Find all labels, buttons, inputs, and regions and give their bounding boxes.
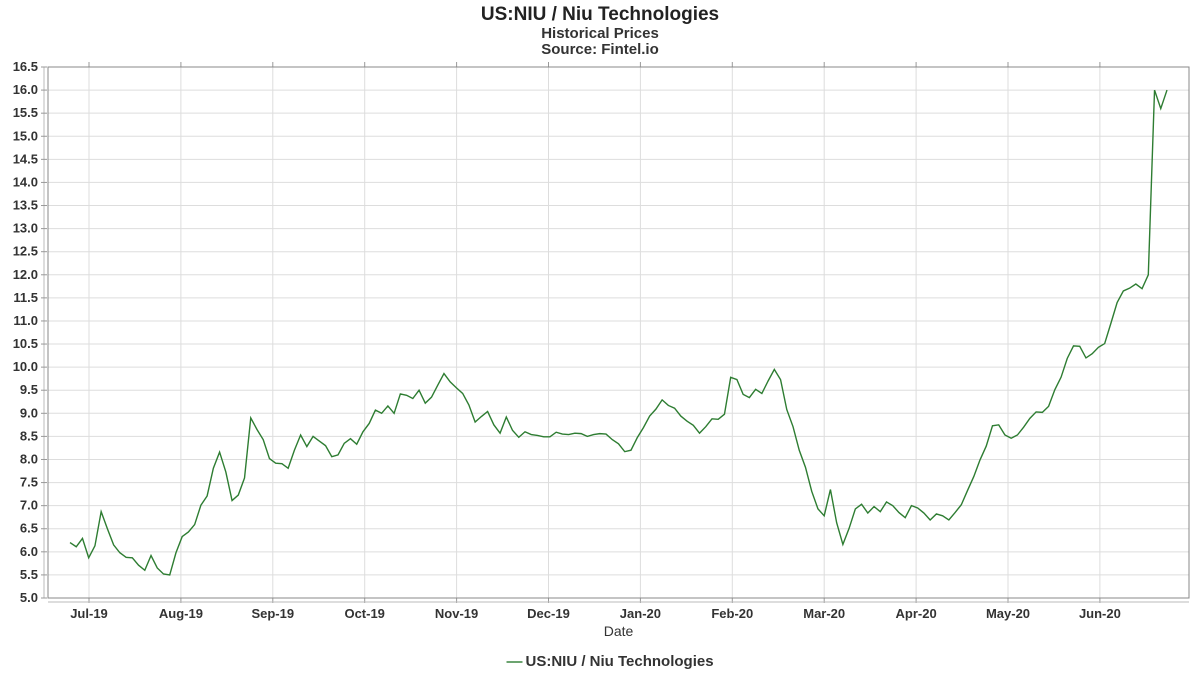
svg-text:11.0: 11.0: [13, 313, 38, 328]
svg-text:Feb-20: Feb-20: [711, 606, 753, 621]
svg-text:14.0: 14.0: [13, 174, 38, 189]
svg-text:16.5: 16.5: [13, 59, 38, 74]
svg-text:Aug-19: Aug-19: [159, 606, 203, 621]
svg-text:9.5: 9.5: [20, 382, 38, 397]
svg-text:10.0: 10.0: [13, 359, 38, 374]
svg-text:14.5: 14.5: [13, 151, 38, 166]
svg-text:Oct-19: Oct-19: [344, 606, 384, 621]
svg-text:Dec-19: Dec-19: [527, 606, 570, 621]
svg-text:7.0: 7.0: [20, 498, 38, 513]
svg-text:5.5: 5.5: [20, 567, 38, 582]
svg-text:8.0: 8.0: [20, 451, 38, 466]
svg-text:10.5: 10.5: [13, 336, 38, 351]
svg-text:6.0: 6.0: [20, 544, 38, 559]
svg-text:Jul-19: Jul-19: [70, 606, 108, 621]
svg-text:Date: Date: [604, 623, 634, 639]
svg-text:15.5: 15.5: [13, 105, 38, 120]
svg-text:Nov-19: Nov-19: [435, 606, 478, 621]
svg-text:7.5: 7.5: [20, 475, 38, 490]
svg-text:Apr-20: Apr-20: [896, 606, 937, 621]
svg-text:9.0: 9.0: [20, 405, 38, 420]
svg-text:13.5: 13.5: [13, 198, 38, 213]
svg-text:Jun-20: Jun-20: [1079, 606, 1121, 621]
svg-text:Sep-19: Sep-19: [251, 606, 294, 621]
svg-text:16.0: 16.0: [13, 82, 38, 97]
svg-text:11.5: 11.5: [13, 290, 38, 305]
svg-text:13.0: 13.0: [13, 221, 38, 236]
svg-text:6.5: 6.5: [20, 521, 38, 536]
svg-text:Mar-20: Mar-20: [803, 606, 845, 621]
svg-text:5.0: 5.0: [20, 590, 38, 605]
svg-text:US:NIU / Niu Technologies: US:NIU / Niu Technologies: [526, 653, 714, 670]
svg-text:May-20: May-20: [986, 606, 1030, 621]
svg-text:12.0: 12.0: [13, 267, 38, 282]
svg-text:12.5: 12.5: [13, 244, 38, 259]
svg-text:8.5: 8.5: [20, 428, 38, 443]
svg-text:Jan-20: Jan-20: [620, 606, 661, 621]
svg-text:15.0: 15.0: [13, 128, 38, 143]
